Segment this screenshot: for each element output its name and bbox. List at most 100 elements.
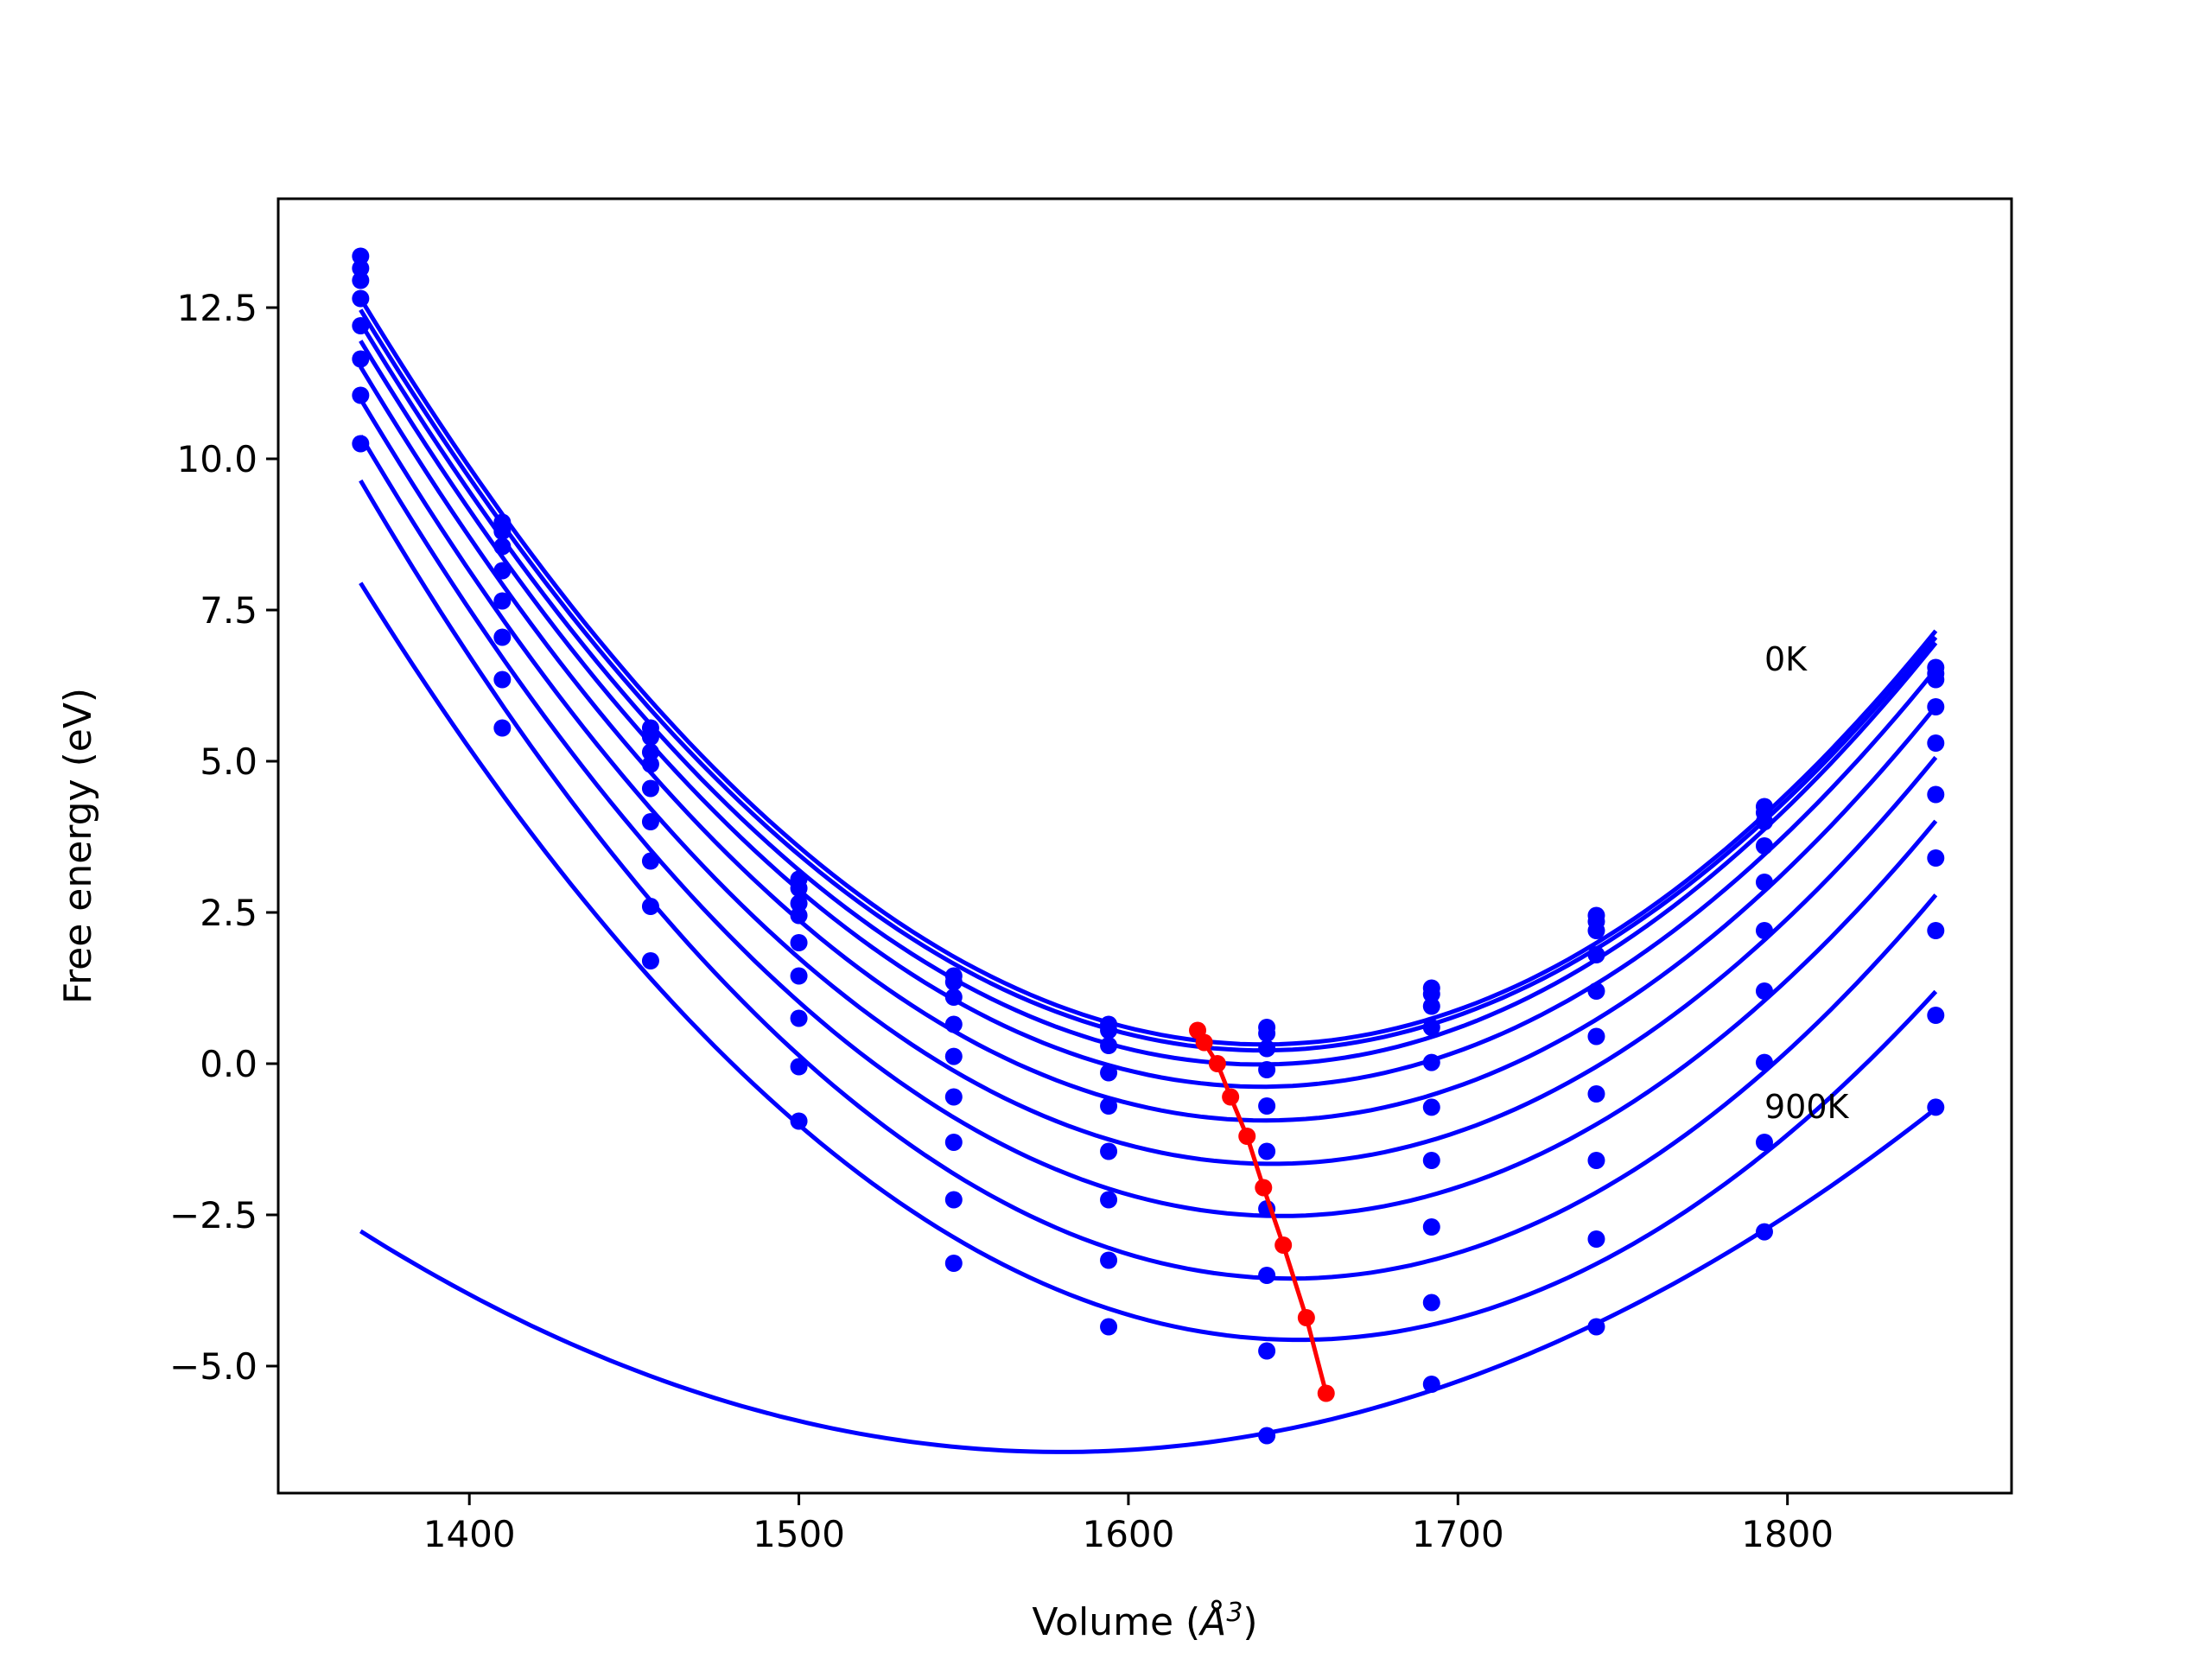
- data-point: [493, 671, 512, 689]
- minimum-point: [1297, 1309, 1315, 1326]
- data-point: [1422, 1019, 1440, 1036]
- data-point: [1755, 813, 1773, 830]
- data-point: [944, 1134, 963, 1151]
- data-point: [1927, 1098, 1945, 1116]
- data-point: [1422, 1376, 1440, 1393]
- data-point: [1927, 849, 1945, 867]
- data-point: [790, 894, 808, 912]
- y-tick-label: −2.5: [169, 1194, 257, 1236]
- data-point: [1100, 1097, 1118, 1115]
- data-point: [641, 755, 659, 773]
- series-curve-2: [359, 321, 1938, 1067]
- data-point: [641, 743, 659, 761]
- data-point: [790, 880, 808, 897]
- data-point: [1927, 698, 1945, 715]
- y-axis-label: Free energy (eV): [56, 688, 100, 1004]
- y-tick-label: 10.0: [176, 438, 257, 480]
- data-point: [352, 247, 370, 265]
- y-tick-label: −5.0: [169, 1345, 257, 1388]
- data-point: [944, 1015, 963, 1033]
- data-point: [1587, 946, 1605, 963]
- data-point: [944, 1191, 963, 1209]
- data-point: [1755, 1134, 1773, 1151]
- data-point: [1927, 1007, 1945, 1024]
- series-curve-4: [359, 365, 1938, 1123]
- x-tick-label: 1600: [1082, 1513, 1174, 1555]
- x-tick-label: 1500: [753, 1513, 845, 1555]
- data-point: [1258, 1061, 1276, 1078]
- y-tick-label: 5.0: [200, 741, 257, 783]
- y-tick-label: 0.0: [200, 1043, 257, 1085]
- minimum-point: [1255, 1179, 1273, 1197]
- data-point: [1755, 922, 1773, 939]
- annotation-label: 0K: [1764, 640, 1808, 678]
- data-point: [1258, 1342, 1276, 1360]
- data-point: [1258, 1142, 1276, 1160]
- data-point: [1258, 1025, 1276, 1042]
- data-point: [493, 719, 512, 737]
- data-point: [790, 1009, 808, 1027]
- data-point: [1927, 922, 1945, 939]
- data-point: [944, 973, 963, 991]
- data-point: [641, 813, 659, 830]
- data-point: [1587, 1318, 1605, 1336]
- x-axis-label: Volume (Å3): [1032, 1598, 1257, 1644]
- data-point: [790, 1058, 808, 1076]
- data-point: [1258, 1097, 1276, 1115]
- data-point: [1587, 922, 1605, 939]
- data-point: [352, 386, 370, 404]
- y-tick-label: 2.5: [200, 892, 257, 934]
- series-curve-3: [359, 340, 1938, 1090]
- plot-frame: [276, 197, 2013, 1495]
- data-point: [1100, 1318, 1118, 1336]
- series-curve-1: [359, 308, 1938, 1053]
- data-point: [1927, 785, 1945, 804]
- data-point: [1258, 1267, 1276, 1284]
- data-point: [1927, 671, 1945, 689]
- data-point: [352, 289, 370, 308]
- data-point: [1587, 1152, 1605, 1169]
- data-point: [944, 1047, 963, 1065]
- series-curve-7: [359, 479, 1938, 1281]
- plot-area: [278, 199, 2012, 1493]
- series-curve-5: [359, 397, 1938, 1166]
- data-point: [352, 435, 370, 453]
- y-tick-label: 12.5: [176, 287, 257, 329]
- data-point: [493, 628, 512, 646]
- data-point: [1755, 1223, 1773, 1241]
- minimum-point: [1317, 1384, 1335, 1402]
- data-point: [641, 779, 659, 798]
- x-axis: 1400 1500 1600 1700 1800: [423, 1493, 1834, 1555]
- y-tick-label: 7.5: [200, 589, 257, 632]
- data-point: [493, 562, 512, 580]
- data-point: [493, 537, 512, 556]
- data-point: [493, 523, 512, 540]
- data-point: [1755, 837, 1773, 855]
- data-point: [1422, 1218, 1440, 1236]
- data-point: [790, 1112, 808, 1130]
- series-curve-9: [359, 1107, 1937, 1454]
- y-axis: −5.0 −2.5 0.0 2.5 5.0 7.5 10.0 12.5: [169, 287, 278, 1388]
- data-point: [944, 1088, 963, 1106]
- data-point: [1422, 1294, 1440, 1312]
- data-point: [1755, 982, 1773, 1000]
- data-point: [1422, 1053, 1440, 1071]
- data-point: [352, 350, 370, 368]
- data-point: [493, 592, 512, 610]
- data-point: [1100, 1021, 1118, 1039]
- minimum-path: [1189, 1021, 1335, 1402]
- x-tick-label: 1800: [1741, 1513, 1834, 1555]
- data-point: [1587, 1230, 1605, 1248]
- minimum-point: [1238, 1128, 1256, 1145]
- data-point: [1587, 1027, 1605, 1046]
- data-point: [790, 906, 808, 925]
- data-point: [1755, 874, 1773, 891]
- data-point: [1100, 1142, 1118, 1160]
- data-point: [1100, 1191, 1118, 1209]
- data-point: [790, 967, 808, 985]
- data-point: [641, 952, 659, 969]
- data-point: [1755, 1053, 1773, 1071]
- minimum-point: [1195, 1033, 1213, 1052]
- minimum-point: [1274, 1236, 1293, 1254]
